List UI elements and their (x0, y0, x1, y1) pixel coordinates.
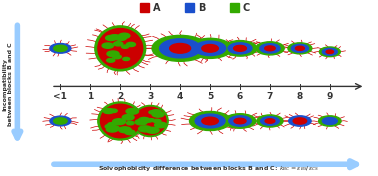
Circle shape (234, 45, 246, 51)
Circle shape (152, 35, 208, 61)
Ellipse shape (95, 26, 146, 71)
Circle shape (105, 35, 117, 40)
Circle shape (50, 43, 71, 53)
Circle shape (113, 55, 121, 59)
Circle shape (125, 130, 135, 135)
Circle shape (153, 119, 161, 123)
Circle shape (188, 38, 232, 58)
Circle shape (260, 117, 279, 125)
Circle shape (138, 126, 152, 132)
Circle shape (126, 108, 139, 114)
Ellipse shape (98, 102, 143, 140)
Circle shape (102, 43, 113, 48)
Text: B: B (198, 3, 205, 13)
Circle shape (155, 122, 167, 128)
Circle shape (110, 109, 117, 112)
Circle shape (50, 116, 71, 126)
Circle shape (256, 42, 284, 55)
Circle shape (234, 118, 246, 124)
Text: 9: 9 (327, 92, 333, 101)
Circle shape (170, 43, 191, 53)
FancyBboxPatch shape (229, 3, 239, 12)
Circle shape (121, 45, 129, 48)
Text: 5: 5 (207, 92, 213, 101)
Text: C: C (243, 3, 250, 13)
FancyBboxPatch shape (184, 3, 194, 12)
Circle shape (122, 115, 134, 120)
Circle shape (54, 118, 67, 124)
Text: 3: 3 (147, 92, 153, 101)
Circle shape (126, 42, 135, 46)
Text: Incompatibility
between blocks B and C: Incompatibility between blocks B and C (3, 43, 13, 127)
Circle shape (223, 40, 257, 56)
Circle shape (151, 110, 161, 114)
Circle shape (139, 117, 150, 123)
Circle shape (108, 125, 119, 131)
Circle shape (152, 110, 158, 113)
Text: Solvophobicity difference between blocks B and C: $k_{BC}=\varepsilon_{BS}/\vare: Solvophobicity difference between blocks… (98, 164, 319, 173)
Circle shape (202, 45, 218, 52)
Circle shape (146, 127, 159, 133)
Circle shape (107, 51, 119, 56)
Circle shape (202, 117, 218, 125)
Circle shape (257, 115, 283, 127)
Text: 1: 1 (87, 92, 93, 101)
Circle shape (113, 119, 125, 125)
Circle shape (326, 50, 333, 54)
Circle shape (54, 45, 67, 51)
Circle shape (103, 109, 114, 114)
Circle shape (291, 44, 308, 52)
Circle shape (194, 41, 226, 56)
Circle shape (289, 116, 311, 126)
Circle shape (106, 127, 118, 132)
Circle shape (224, 114, 256, 128)
Circle shape (145, 119, 152, 122)
Circle shape (149, 111, 156, 114)
Circle shape (160, 39, 201, 58)
Circle shape (119, 33, 130, 38)
Circle shape (293, 118, 307, 124)
Circle shape (260, 44, 280, 53)
Circle shape (189, 111, 231, 131)
Circle shape (110, 35, 119, 39)
Ellipse shape (135, 107, 166, 135)
Circle shape (288, 43, 312, 54)
Circle shape (127, 121, 134, 125)
Circle shape (322, 118, 337, 124)
Circle shape (119, 127, 131, 133)
Circle shape (228, 43, 252, 54)
Circle shape (195, 114, 225, 128)
Text: 2: 2 (117, 92, 123, 101)
Circle shape (265, 119, 275, 123)
Ellipse shape (132, 105, 168, 137)
Ellipse shape (98, 29, 143, 68)
Circle shape (295, 46, 304, 50)
Circle shape (319, 47, 340, 57)
Circle shape (123, 57, 130, 61)
Circle shape (135, 119, 147, 125)
Circle shape (108, 123, 116, 126)
Circle shape (265, 46, 275, 51)
Circle shape (105, 124, 114, 129)
Text: 7: 7 (267, 92, 273, 101)
Circle shape (319, 116, 341, 126)
Circle shape (107, 58, 115, 62)
Circle shape (148, 119, 155, 122)
Text: 6: 6 (237, 92, 243, 101)
Text: 8: 8 (297, 92, 303, 101)
Text: <1: <1 (53, 92, 67, 101)
Circle shape (114, 42, 123, 46)
Circle shape (115, 35, 127, 40)
Circle shape (152, 112, 164, 117)
Circle shape (229, 116, 251, 126)
FancyBboxPatch shape (140, 3, 149, 12)
Ellipse shape (101, 104, 140, 138)
Text: A: A (153, 3, 160, 13)
Circle shape (322, 48, 337, 55)
Text: 4: 4 (177, 92, 183, 101)
